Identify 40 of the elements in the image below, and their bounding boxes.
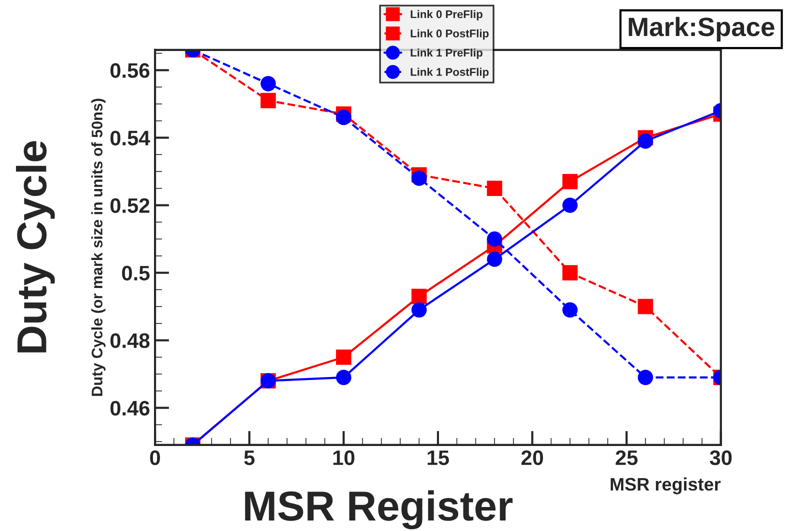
text: MSR Register (245, 490, 513, 530)
x-tick-label: 25 (616, 450, 638, 466)
point (562, 302, 578, 318)
legend-label: Link 0 PreFlip (410, 10, 482, 20)
y-axis-title: Duty Cycle (or mark size in units of 50ns) (91, 98, 106, 396)
x-tick-label: 0 (150, 450, 160, 466)
point (336, 350, 352, 365)
point (336, 370, 352, 386)
point (260, 92, 276, 108)
y-tick-label: 0.54 (110, 130, 150, 146)
y-tick-label: 0.52 (110, 198, 150, 213)
point (486, 180, 502, 196)
legend-label: Link 1 PreFlip (410, 48, 482, 59)
point (638, 133, 654, 149)
legend-label: Link 0 PostFlip (410, 29, 489, 40)
point (638, 298, 654, 314)
y-tick-label: 0.48 (110, 333, 150, 348)
point (562, 198, 578, 213)
point (260, 76, 276, 92)
point (411, 302, 427, 318)
point (486, 252, 502, 267)
point (486, 231, 502, 247)
x-axis-title: MSR register (610, 477, 721, 494)
x-tick-label: 20 (521, 450, 544, 466)
chart-title: Mark:Space (628, 16, 774, 42)
y-tick-label: 0.56 (110, 63, 150, 78)
legend-label: Link 1 PostFlip (410, 68, 489, 78)
x-tick-label: 15 (428, 450, 449, 466)
x-tick-label: 5 (244, 450, 255, 466)
y-tick-label: 0.46 (110, 400, 150, 416)
x-tick-label: 10 (333, 450, 354, 466)
text: Duty Cycle (16, 141, 55, 352)
point (336, 110, 352, 126)
point (411, 288, 427, 304)
point (562, 174, 578, 190)
point (411, 170, 427, 186)
y-tick-label: 0.5 (122, 266, 150, 281)
x-tick-label: 30 (710, 450, 732, 466)
point (562, 265, 578, 280)
point (638, 370, 654, 386)
